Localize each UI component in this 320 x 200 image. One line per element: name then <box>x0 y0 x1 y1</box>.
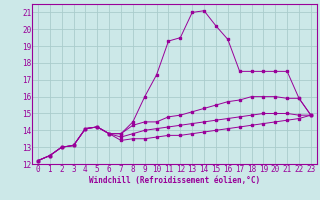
X-axis label: Windchill (Refroidissement éolien,°C): Windchill (Refroidissement éolien,°C) <box>89 176 260 185</box>
